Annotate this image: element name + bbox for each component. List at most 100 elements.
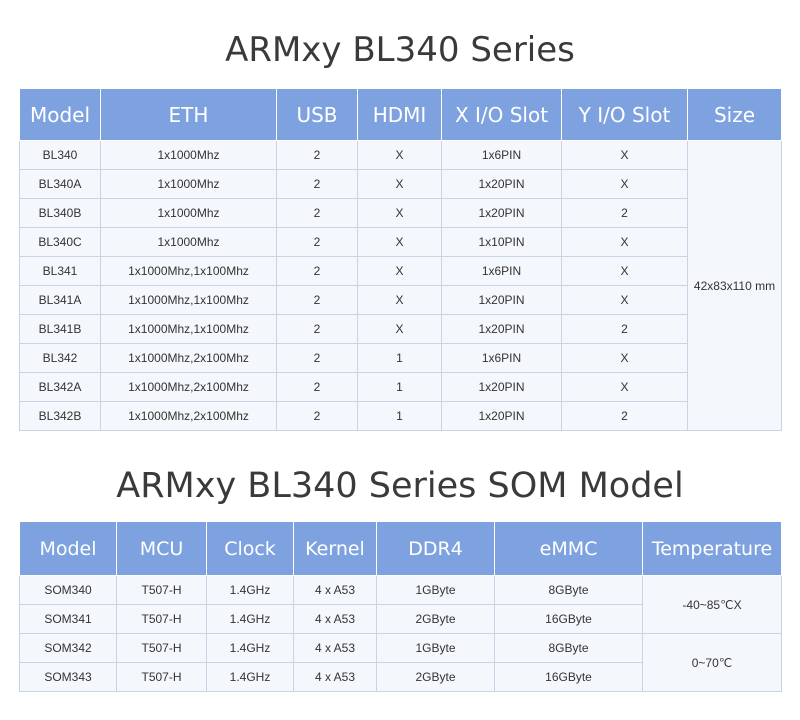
cell-model: SOM340 xyxy=(19,575,117,605)
cell-clock: 1.4GHz xyxy=(206,633,294,663)
table-row: BL340 1x1000Mhz 2 X 1x6PIN X 42x83x110 m… xyxy=(19,140,782,431)
cell-model: SOM341 xyxy=(19,604,117,634)
cell-usb: 2 xyxy=(276,285,358,315)
table-row: BL341B 1x1000Mhz,1x100Mhz 2 X 1x20PIN 2 xyxy=(19,314,782,344)
cell-eth: 1x1000Mhz xyxy=(100,227,277,257)
cell-usb: 2 xyxy=(276,198,358,228)
cell-y-io-slot: X xyxy=(561,285,688,315)
header-size: Size xyxy=(687,88,782,141)
cell-usb: 2 xyxy=(276,401,358,431)
cell-hdmi: X xyxy=(357,198,442,228)
cell-model: BL342B xyxy=(19,401,101,431)
cell-kernel: 4 x A53 xyxy=(293,575,377,605)
cell-hdmi: 1 xyxy=(357,343,442,373)
header-mcu: MCU xyxy=(116,521,207,576)
table-row: BL341A 1x1000Mhz,1x100Mhz 2 X 1x20PIN X xyxy=(19,285,782,315)
cell-model: BL340B xyxy=(19,198,101,228)
cell-eth: 1x1000Mhz,1x100Mhz xyxy=(100,285,277,315)
cell-temperature: 0~70℃ xyxy=(642,633,782,692)
cell-mcu: T507-H xyxy=(116,662,207,692)
cell-ddr4: 1GByte xyxy=(376,633,495,663)
cell-model: BL340C xyxy=(19,227,101,257)
cell-usb: 2 xyxy=(276,140,358,170)
header-x-io-slot: X I/O Slot xyxy=(441,88,562,141)
cell-model: SOM342 xyxy=(19,633,117,663)
cell-hdmi: X xyxy=(357,256,442,286)
cell-hdmi: X xyxy=(357,227,442,257)
cell-usb: 2 xyxy=(276,169,358,199)
table-header-row: Model MCU Clock Kernel DDR4 eMMC Tempera… xyxy=(19,521,782,576)
header-eth: ETH xyxy=(100,88,277,141)
header-usb: USB xyxy=(276,88,358,141)
som-model-table: Model MCU Clock Kernel DDR4 eMMC Tempera… xyxy=(19,521,782,692)
header-clock: Clock xyxy=(206,521,294,576)
cell-emmc: 16GByte xyxy=(494,604,643,634)
header-ddr4: DDR4 xyxy=(376,521,495,576)
cell-eth: 1x1000Mhz,2x100Mhz xyxy=(100,343,277,373)
table-row: SOM340 T507-H 1.4GHz 4 x A53 1GByte 8GBy… xyxy=(19,575,782,634)
cell-eth: 1x1000Mhz xyxy=(100,198,277,228)
header-emmc: eMMC xyxy=(494,521,643,576)
cell-usb: 2 xyxy=(276,343,358,373)
cell-x-io-slot: 1x6PIN xyxy=(441,343,562,373)
cell-mcu: T507-H xyxy=(116,575,207,605)
cell-y-io-slot: X xyxy=(561,169,688,199)
cell-emmc: 8GByte xyxy=(494,633,643,663)
table-row: BL340B 1x1000Mhz 2 X 1x20PIN 2 xyxy=(19,198,782,228)
cell-y-io-slot: 2 xyxy=(561,401,688,431)
cell-usb: 2 xyxy=(276,227,358,257)
cell-x-io-slot: 1x6PIN xyxy=(441,140,562,170)
cell-eth: 1x1000Mhz,2x100Mhz xyxy=(100,372,277,402)
cell-hdmi: 1 xyxy=(357,401,442,431)
header-hdmi: HDMI xyxy=(357,88,442,141)
table-header-row: Model ETH USB HDMI X I/O Slot Y I/O Slot… xyxy=(19,88,782,141)
cell-x-io-slot: 1x20PIN xyxy=(441,169,562,199)
header-y-io-slot: Y I/O Slot xyxy=(561,88,688,141)
cell-eth: 1x1000Mhz xyxy=(100,169,277,199)
cell-model: BL341B xyxy=(19,314,101,344)
cell-hdmi: X xyxy=(357,285,442,315)
table-row: SOM341 T507-H 1.4GHz 4 x A53 2GByte 16GB… xyxy=(19,604,782,634)
table-row: BL342B 1x1000Mhz,2x100Mhz 2 1 1x20PIN 2 xyxy=(19,401,782,431)
cell-ddr4: 1GByte xyxy=(376,575,495,605)
header-model: Model xyxy=(19,521,117,576)
som-model-title: ARMxy BL340 Series SOM Model xyxy=(116,466,684,506)
cell-mcu: T507-H xyxy=(116,604,207,634)
cell-y-io-slot: 2 xyxy=(561,314,688,344)
cell-x-io-slot: 1x20PIN xyxy=(441,285,562,315)
header-temperature: Temperature xyxy=(642,521,782,576)
cell-eth: 1x1000Mhz,1x100Mhz xyxy=(100,256,277,286)
cell-size: 42x83x110 mm xyxy=(687,140,782,431)
cell-ddr4: 2GByte xyxy=(376,662,495,692)
cell-x-io-slot: 1x6PIN xyxy=(441,256,562,286)
cell-kernel: 4 x A53 xyxy=(293,662,377,692)
cell-model: BL340A xyxy=(19,169,101,199)
header-model: Model xyxy=(19,88,101,141)
table-row: BL342 1x1000Mhz,2x100Mhz 2 1 1x6PIN X xyxy=(19,343,782,373)
cell-clock: 1.4GHz xyxy=(206,575,294,605)
table-row: BL342A 1x1000Mhz,2x100Mhz 2 1 1x20PIN X xyxy=(19,372,782,402)
cell-y-io-slot: X xyxy=(561,372,688,402)
cell-clock: 1.4GHz xyxy=(206,604,294,634)
cell-usb: 2 xyxy=(276,372,358,402)
cell-model: BL342 xyxy=(19,343,101,373)
cell-ddr4: 2GByte xyxy=(376,604,495,634)
cell-usb: 2 xyxy=(276,256,358,286)
table-row: BL340C 1x1000Mhz 2 X 1x10PIN X xyxy=(19,227,782,257)
cell-eth: 1x1000Mhz xyxy=(100,140,277,170)
cell-kernel: 4 x A53 xyxy=(293,633,377,663)
cell-x-io-slot: 1x20PIN xyxy=(441,372,562,402)
table-row: SOM342 T507-H 1.4GHz 4 x A53 1GByte 8GBy… xyxy=(19,633,782,692)
cell-eth: 1x1000Mhz,2x100Mhz xyxy=(100,401,277,431)
cell-hdmi: X xyxy=(357,314,442,344)
cell-model: BL341 xyxy=(19,256,101,286)
cell-x-io-slot: 1x20PIN xyxy=(441,198,562,228)
cell-x-io-slot: 1x10PIN xyxy=(441,227,562,257)
cell-y-io-slot: X xyxy=(561,343,688,373)
cell-mcu: T507-H xyxy=(116,633,207,663)
cell-clock: 1.4GHz xyxy=(206,662,294,692)
table-row: BL340A 1x1000Mhz 2 X 1x20PIN X xyxy=(19,169,782,199)
cell-y-io-slot: X xyxy=(561,227,688,257)
table-row: SOM343 T507-H 1.4GHz 4 x A53 2GByte 16GB… xyxy=(19,662,782,692)
header-kernel: Kernel xyxy=(293,521,377,576)
